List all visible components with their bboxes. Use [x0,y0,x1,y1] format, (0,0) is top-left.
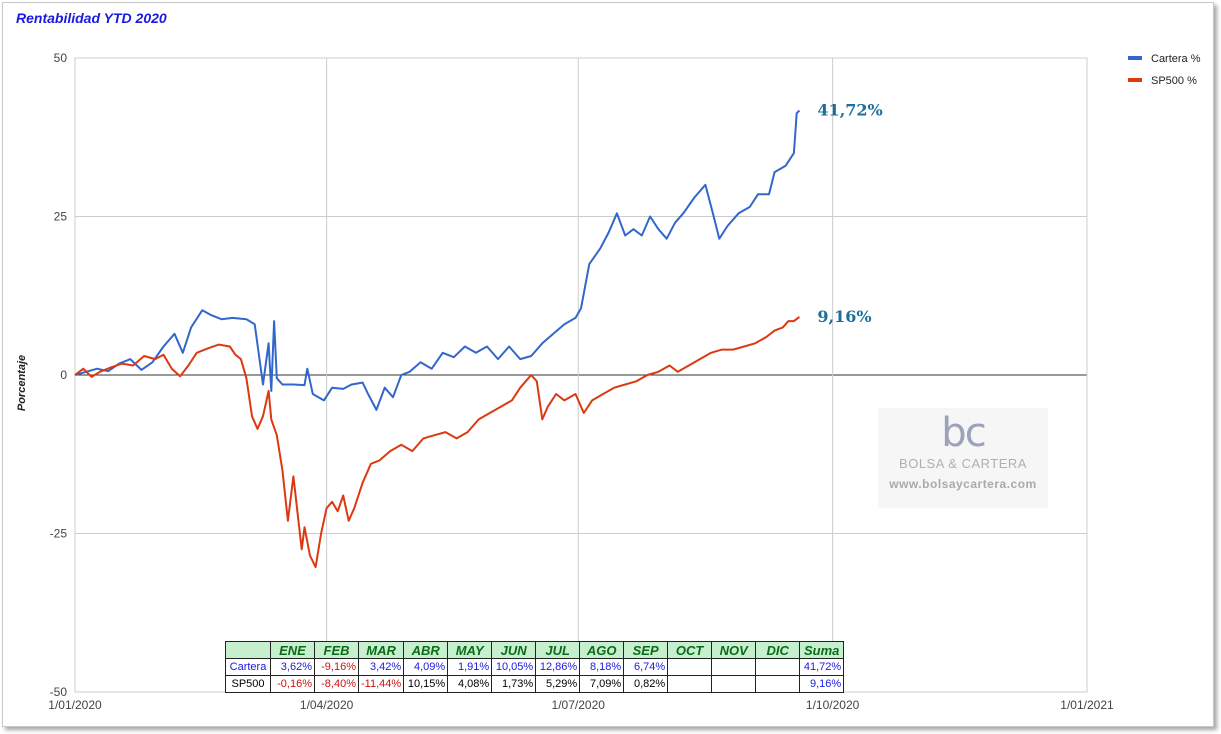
series-line [74,109,801,411]
x-tick-label: 1/07/2020 [552,698,606,712]
table-cell [667,658,713,676]
table-cell [711,658,757,676]
x-tick-label: 1/10/2020 [806,698,860,712]
table-column-header: MAY [447,641,493,659]
table-row-name: Cartera [225,658,271,676]
table-cell: 1,91% [447,658,493,676]
watermark: bc BOLSA & CARTERA www.bolsaycartera.com [878,408,1048,508]
table-header-row: ENE FEB MAR ABR MAY JUN JUL AGO SEP OCT NOV DIC Suma [225,641,845,659]
table-cell: 10,15% [403,675,449,693]
y-tick-label: 25 [54,210,68,224]
table-cell: 7,09% [579,675,625,693]
y-axis-ticks: 50 25 0 -25 -50 [50,51,68,699]
watermark-name: BOLSA & CARTERA [899,456,1027,471]
table-row: SP500 -0,16% -8,40% -11,44% 10,15% 4,08% 1,73%… [225,675,845,693]
table-cell: -0,16% [270,675,315,693]
table-cell: -11,44% [357,675,405,693]
y-tick-label: -50 [50,685,68,699]
y-tick-label: 0 [60,368,67,382]
y-tick-label: 50 [54,51,68,65]
watermark-logo: bc [941,410,986,456]
table-column-header: JUL [535,641,581,659]
table-cell: 3,42% [357,658,405,676]
table-cell: 5,29% [535,675,581,693]
table-cell: 0,82% [623,675,669,693]
end-value-label: 9,16% [817,307,871,326]
table-cell: 10,05% [491,658,537,676]
table-cell: 8,18% [579,658,625,676]
table-corner [225,641,271,659]
legend: Cartera % SP500 % [1128,53,1201,87]
x-tick-label: 1/01/2021 [1060,698,1114,712]
table-cell: 41,72% [799,658,845,676]
table-cell [755,658,801,676]
end-labels: 41,72% 9,16% [817,100,882,325]
table-cell: 1,73% [491,675,537,693]
table-cell: 3,62% [270,658,315,676]
table-column-header: ENE [270,641,315,659]
table-column-header: JUN [491,641,537,659]
table-cell: -8,40% [314,675,359,693]
table-column-header: NOV [711,641,757,659]
legend-swatch [1128,56,1142,60]
table-cell: 4,08% [447,675,493,693]
table-cell: 6,74% [623,658,669,676]
table-cell [711,675,757,693]
watermark-url: www.bolsaycartera.com [889,477,1037,491]
monthly-returns-table: ENE FEB MAR ABR MAY JUN JUL AGO SEP OCT NOV DIC Suma… [225,641,845,693]
chart-title: Rentabilidad YTD 2020 [16,10,167,26]
table-cell [667,675,713,693]
x-tick-label: 1/01/2020 [48,698,102,712]
table-cell: 4,09% [403,658,449,676]
legend-entry: SP500 % [1151,75,1197,87]
series-line [74,316,801,569]
table-column-header: DIC [755,641,801,659]
y-axis-label: Porcentaje [16,355,28,411]
legend-swatch [1128,78,1142,82]
table-column-header: MAR [357,641,405,659]
table-column-header: OCT [667,641,713,659]
table-cell: 12,86% [535,658,581,676]
table-column-header: AGO [579,641,625,659]
table-cell: 9,16% [799,675,845,693]
table-column-header: FEB [314,641,359,659]
table-row: Cartera 3,62% -9,16% 3,42% 4,09% 1,91% 10,05% 1… [225,658,845,676]
x-axis-ticks: 1/01/2020 1/04/2020 1/07/2020 1/10/2020 1/01… [48,698,1114,712]
series-lines [74,109,801,569]
table-column-header: Suma [799,641,845,659]
grid-lines [74,57,1088,693]
y-tick-label: -25 [50,527,68,541]
table-cell: -9,16% [314,658,359,676]
end-value-label: 41,72% [817,100,882,119]
legend-entry: Cartera % [1151,53,1201,65]
table-column-header: ABR [403,641,449,659]
table-cell [755,675,801,693]
table-column-header: SEP [623,641,669,659]
x-tick-label: 1/04/2020 [300,698,354,712]
table-row-name: SP500 [225,675,271,693]
